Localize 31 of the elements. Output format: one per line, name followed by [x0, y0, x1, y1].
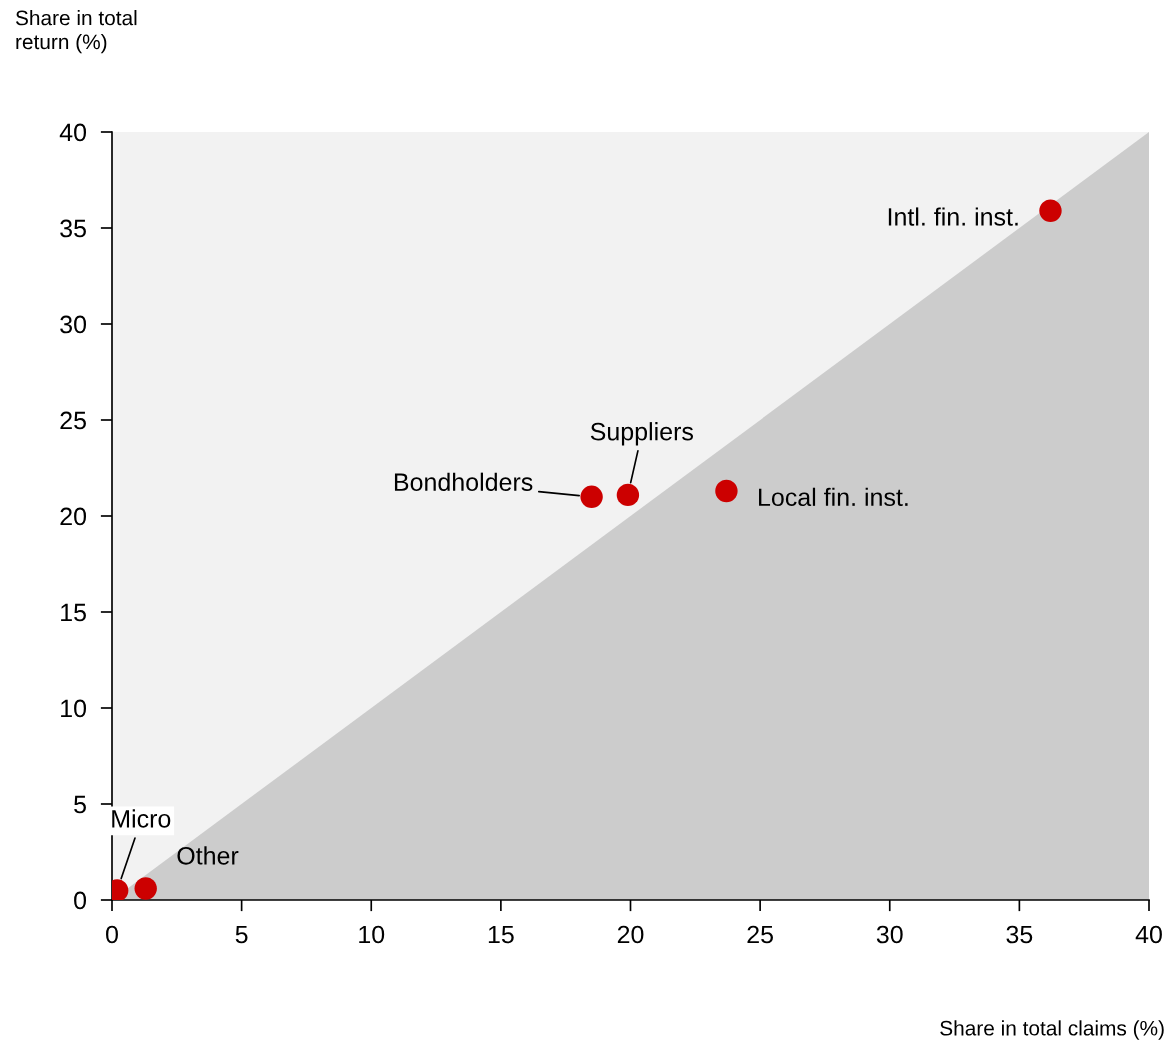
- x-tick-label: 35: [1006, 925, 1033, 944]
- annotation: Intl. fin. inst.: [888, 207, 1018, 226]
- y-tick-label: 25: [60, 411, 86, 430]
- point: [715, 479, 738, 503]
- x-tick-label: 20: [617, 925, 644, 944]
- annotation: Bondholders: [394, 472, 533, 492]
- annotation: Other: [177, 846, 239, 865]
- y-tick-label: 35: [60, 219, 86, 238]
- x-tick-label: 25: [747, 925, 773, 944]
- point: [134, 877, 157, 900]
- x-tick-label: 30: [876, 925, 903, 944]
- y-tick-label: 40: [59, 123, 87, 142]
- x-tick-label: 5: [235, 925, 248, 944]
- x-tick-label: 10: [359, 925, 385, 944]
- y-tick-label: 20: [60, 507, 87, 526]
- point: [616, 483, 640, 507]
- x-tick-label: 40: [1135, 925, 1162, 944]
- annotation: Micro: [112, 809, 171, 828]
- y-tick-label: 5: [74, 795, 86, 814]
- x-tick-label: 15: [488, 925, 514, 944]
- annotation: Local fin. inst.: [759, 487, 908, 507]
- point: [580, 485, 603, 508]
- point: [1039, 199, 1062, 222]
- y-tick-label: 0: [74, 891, 87, 910]
- x-axis-title: Share in total claims (%): [940, 1020, 1164, 1040]
- y-tick-label: 10: [61, 699, 87, 718]
- y-tick-label: 15: [61, 603, 86, 622]
- y-tick-label: 30: [60, 315, 87, 334]
- annotation: Suppliers: [590, 422, 694, 446]
- y-axis-title: Share in total return (%): [15, 10, 137, 54]
- x-tick-label: 0: [106, 925, 118, 944]
